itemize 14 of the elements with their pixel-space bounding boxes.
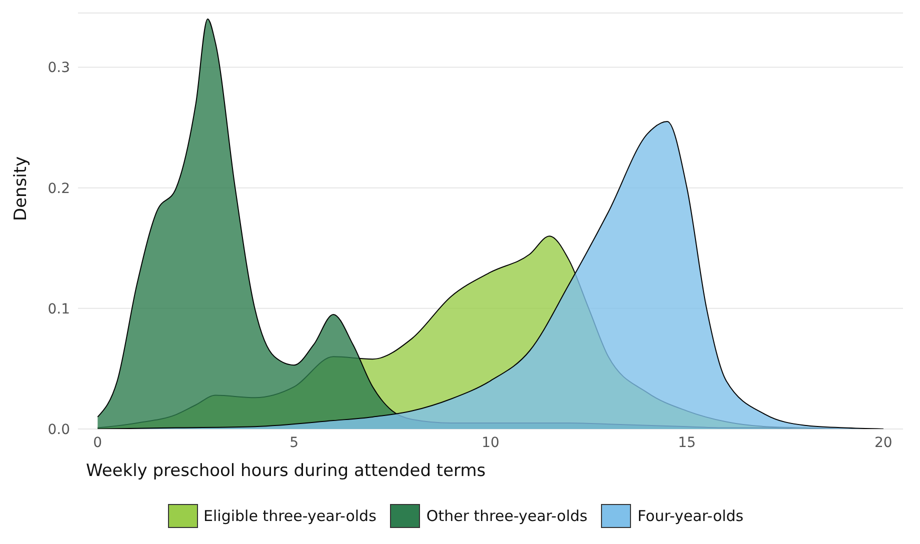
x-axis-title: Weekly preschool hours during attended terms [86, 461, 486, 481]
legend-label: Four-year-olds [637, 507, 744, 525]
y-tick-label: 0.3 [48, 60, 70, 76]
x-tick-label: 5 [290, 434, 299, 451]
x-tick-label: 15 [678, 434, 696, 451]
y-axis-title: Density [11, 156, 32, 221]
legend-label: Eligible three-year-olds [204, 507, 376, 525]
x-tick-label: 0 [93, 434, 102, 451]
y-tick-label: 0.2 [48, 180, 70, 197]
x-tick-label: 10 [482, 434, 500, 451]
x-tick-label: 20 [874, 434, 892, 451]
legend-label: Other three-year-olds [426, 507, 588, 525]
y-tick-label: 0.1 [48, 301, 70, 318]
y-tick-label: 0.0 [48, 422, 70, 438]
